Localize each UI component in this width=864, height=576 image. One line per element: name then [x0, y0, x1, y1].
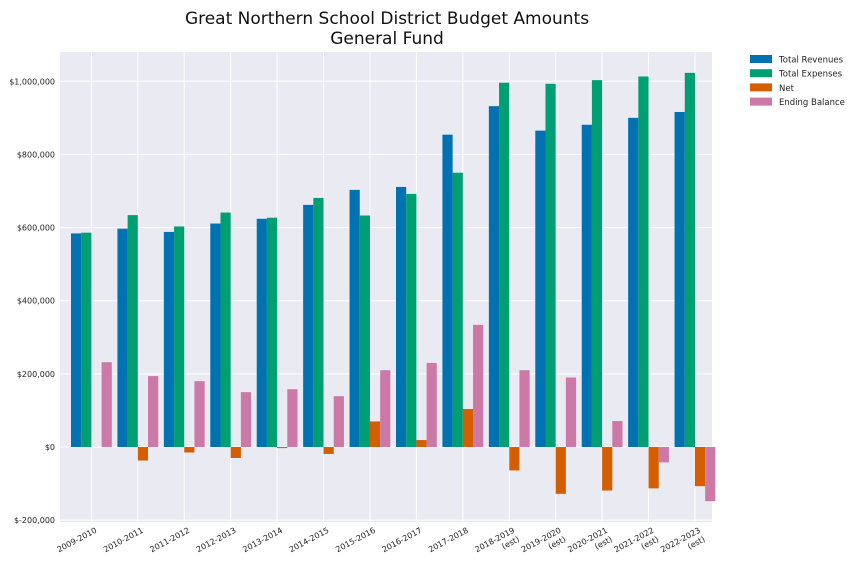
- plot-area: [60, 52, 712, 522]
- bar-total-revenues: [628, 117, 639, 448]
- x-tick-label: 2021-2022(est): [613, 526, 660, 563]
- bar-total-expenses: [406, 193, 417, 448]
- x-tick-label: 2013-2014: [241, 526, 284, 554]
- x-tick-label: 2016-2017: [381, 526, 424, 554]
- x-tick-label: 2019-2020(est): [520, 526, 567, 563]
- bar-ending-balance: [612, 421, 623, 448]
- bar-total-revenues: [210, 223, 221, 448]
- bar-total-expenses: [452, 172, 463, 448]
- bar-ending-balance: [519, 370, 530, 448]
- bar-ending-balance: [240, 392, 252, 448]
- bar-total-expenses: [174, 226, 185, 448]
- bar-net: [416, 440, 427, 448]
- bar-ending-balance: [426, 362, 437, 448]
- bar-total-revenues: [488, 106, 500, 448]
- legend-label: Total Expenses: [778, 70, 843, 80]
- x-tick-label: 2017-2018: [427, 526, 470, 554]
- bar-net: [694, 447, 706, 487]
- bar-total-expenses: [684, 72, 695, 448]
- bar-total-revenues: [674, 111, 685, 448]
- bar-ending-balance: [473, 324, 484, 448]
- bar-net: [462, 408, 474, 448]
- legend: Total Revenues Total Expenses Net Ending Ba…: [750, 55, 845, 108]
- bar-net: [555, 447, 566, 494]
- bar-total-revenues: [163, 231, 175, 448]
- x-tick-label: 2014-2015: [288, 526, 331, 554]
- bar-total-expenses: [591, 80, 603, 448]
- bar-total-revenues: [256, 218, 267, 448]
- chart-title-line: Great Northern School District Budget Am…: [185, 9, 589, 29]
- legend-swatch: [750, 83, 772, 92]
- bar-total-expenses: [545, 83, 556, 448]
- bar-total-revenues: [71, 233, 82, 448]
- bar-total-revenues: [396, 186, 407, 448]
- bar-total-revenues: [303, 204, 314, 448]
- bar-total-revenues: [117, 228, 128, 448]
- bar-net: [137, 447, 149, 461]
- x-tick-label: 2011-2012: [148, 526, 191, 554]
- bar-net: [230, 447, 241, 458]
- legend-label: Total Revenues: [778, 56, 844, 66]
- bar-ending-balance: [101, 362, 112, 448]
- y-tick-label: $0: [45, 443, 55, 452]
- bar-total-expenses: [313, 197, 324, 448]
- bar-net: [323, 447, 334, 454]
- bars: [71, 72, 716, 502]
- bar-net: [369, 421, 381, 448]
- bar-ending-balance: [148, 376, 159, 448]
- y-tick-label: $-200,000: [14, 516, 55, 525]
- bar-total-revenues: [535, 130, 546, 448]
- chart-title: Great Northern School District Budget Am…: [185, 9, 589, 49]
- bar-total-expenses: [638, 76, 649, 448]
- bar-ending-balance: [565, 377, 577, 448]
- bar-total-revenues: [349, 189, 360, 448]
- bar-ending-balance: [194, 381, 205, 448]
- legend-label: Net: [779, 84, 795, 94]
- bar-ending-balance: [287, 389, 298, 448]
- legend-swatch: [750, 55, 772, 63]
- x-tick-label: 2010-2011: [102, 526, 145, 554]
- y-tick-label: $1,000,000: [9, 77, 55, 86]
- legend-swatch: [750, 97, 772, 106]
- chart-subtitle-line: General Fund: [330, 29, 444, 49]
- bar-total-expenses: [499, 82, 510, 448]
- bar-total-expenses: [127, 215, 138, 448]
- bar-total-revenues: [442, 134, 453, 448]
- bar-net: [509, 447, 520, 471]
- bar-total-expenses: [359, 215, 370, 448]
- bar-total-expenses: [266, 217, 278, 448]
- bar-net: [184, 447, 195, 453]
- x-tick-label: 2020-2021(est): [566, 526, 613, 563]
- legend-swatch: [750, 69, 772, 78]
- bar-ending-balance: [380, 370, 391, 448]
- bar-total-expenses: [220, 212, 231, 448]
- bar-total-expenses: [81, 232, 92, 448]
- y-tick-label: $400,000: [17, 297, 55, 306]
- x-tick-label: 2009-2010: [56, 526, 99, 554]
- x-tick-label: 2012-2013: [195, 526, 238, 554]
- bar-total-revenues: [581, 124, 592, 448]
- bar-net: [648, 447, 659, 489]
- legend-label: Ending Balance: [779, 98, 845, 108]
- bar-ending-balance: [333, 396, 344, 448]
- x-tick-label: 2018-2019(est): [473, 526, 520, 563]
- bar-net: [602, 447, 613, 491]
- bar-ending-balance: [658, 447, 669, 463]
- bar-ending-balance: [705, 447, 716, 502]
- y-tick-label: $600,000: [17, 224, 55, 233]
- x-tick-label: 2022-2023(est): [659, 526, 706, 563]
- x-tick-label: 2015-2016: [334, 526, 377, 554]
- y-tick-label: $800,000: [17, 150, 55, 159]
- y-tick-label: $200,000: [17, 370, 55, 379]
- bar-net: [277, 447, 288, 449]
